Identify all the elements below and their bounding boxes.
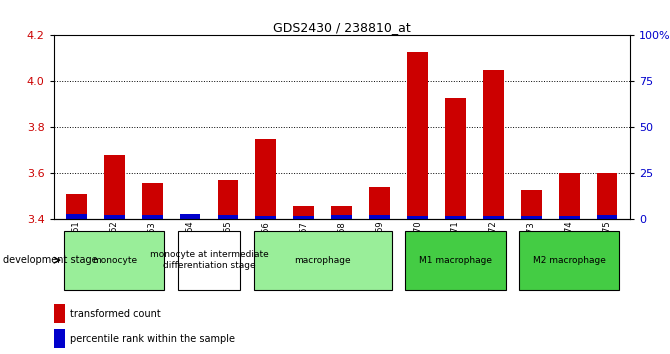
Bar [293, 216, 314, 219]
Bar [483, 70, 504, 219]
Text: monocyte: monocyte [92, 256, 137, 265]
Title: GDS2430 / 238810_at: GDS2430 / 238810_at [273, 21, 411, 34]
Bar [521, 189, 541, 219]
Bar [293, 206, 314, 219]
Bar [142, 183, 163, 219]
Bar [521, 216, 541, 219]
Text: M1 macrophage: M1 macrophage [419, 256, 492, 265]
Bar [369, 187, 390, 219]
Bar [445, 97, 466, 219]
Bar [54, 329, 66, 348]
Bar [331, 215, 352, 219]
Text: M2 macrophage: M2 macrophage [533, 256, 606, 265]
Text: percentile rank within the sample: percentile rank within the sample [70, 333, 235, 344]
Bar [104, 155, 125, 219]
Bar [405, 231, 506, 290]
Bar [142, 215, 163, 219]
Bar [331, 206, 352, 219]
Text: development stage: development stage [3, 255, 98, 265]
Bar [483, 216, 504, 219]
Bar [255, 216, 276, 219]
Bar [596, 215, 618, 219]
Bar [178, 231, 241, 290]
Bar [218, 180, 239, 219]
Text: transformed count: transformed count [70, 309, 161, 319]
Bar [369, 215, 390, 219]
Bar [445, 216, 466, 219]
Bar [180, 217, 200, 219]
Bar [64, 231, 164, 290]
Bar [407, 216, 428, 219]
Text: macrophage: macrophage [294, 256, 351, 265]
Bar [218, 215, 239, 219]
Bar [519, 231, 619, 290]
Bar [54, 304, 66, 323]
Bar [559, 216, 580, 219]
Bar [66, 194, 87, 219]
Bar [255, 139, 276, 219]
Bar [407, 51, 428, 219]
Bar [559, 173, 580, 219]
Bar [66, 215, 87, 219]
Bar [104, 215, 125, 219]
Bar [596, 173, 618, 219]
Bar [180, 214, 200, 219]
Bar [253, 231, 392, 290]
Text: monocyte at intermediate
differentiation stage: monocyte at intermediate differentiation… [149, 251, 269, 270]
